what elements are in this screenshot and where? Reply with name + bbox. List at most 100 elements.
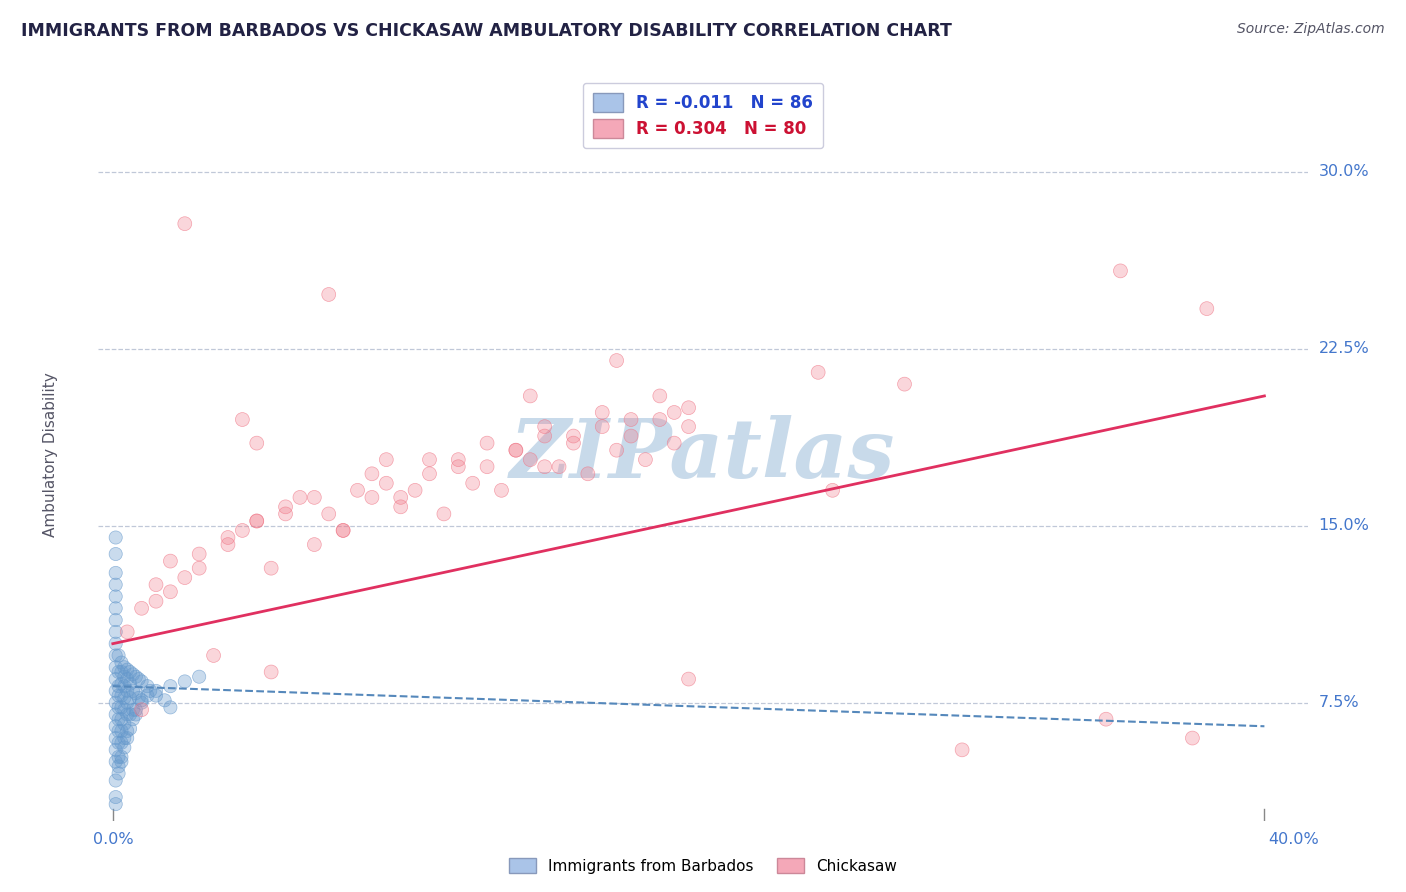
Point xyxy=(389,491,412,505)
Point xyxy=(110,750,132,764)
Point xyxy=(288,491,311,505)
Point xyxy=(389,500,412,514)
Point xyxy=(104,624,127,639)
Point xyxy=(678,419,700,434)
Point xyxy=(110,712,132,726)
Point xyxy=(519,389,541,403)
Point xyxy=(104,743,127,757)
Point xyxy=(107,700,129,714)
Point xyxy=(104,613,127,627)
Point xyxy=(361,467,384,481)
Point xyxy=(122,712,145,726)
Point xyxy=(107,679,129,693)
Point xyxy=(104,660,127,674)
Point xyxy=(447,452,470,467)
Point xyxy=(606,443,628,458)
Point xyxy=(104,672,127,686)
Point xyxy=(491,483,513,498)
Point xyxy=(648,389,671,403)
Point xyxy=(433,507,456,521)
Point xyxy=(131,674,153,689)
Point xyxy=(107,648,129,663)
Point xyxy=(104,613,127,627)
Point xyxy=(136,679,159,693)
Point xyxy=(304,491,326,505)
Point xyxy=(159,554,181,568)
Point xyxy=(136,689,159,703)
Point xyxy=(104,743,127,757)
Point xyxy=(104,790,127,805)
Point xyxy=(159,679,181,693)
Point xyxy=(107,723,129,738)
Text: Source: ZipAtlas.com: Source: ZipAtlas.com xyxy=(1237,22,1385,37)
Point xyxy=(664,405,686,419)
Point xyxy=(246,514,269,528)
Point xyxy=(404,483,426,498)
Point xyxy=(505,443,527,458)
Point xyxy=(664,436,686,450)
Point xyxy=(115,684,138,698)
Point xyxy=(104,731,127,745)
Point xyxy=(159,554,181,568)
Point xyxy=(112,670,135,684)
Point xyxy=(107,712,129,726)
Point xyxy=(125,670,148,684)
Point xyxy=(128,690,150,705)
Point xyxy=(274,507,297,521)
Point xyxy=(361,467,384,481)
Point xyxy=(107,759,129,773)
Point xyxy=(620,429,643,443)
Text: 15.0%: 15.0% xyxy=(1319,518,1369,533)
Point xyxy=(104,773,127,788)
Point xyxy=(260,665,283,679)
Point xyxy=(231,524,253,538)
Point xyxy=(110,736,132,750)
Point xyxy=(447,452,470,467)
Point xyxy=(110,750,132,764)
Point xyxy=(950,743,973,757)
Point xyxy=(107,665,129,679)
Point xyxy=(125,670,148,684)
Point xyxy=(104,577,127,591)
Point xyxy=(115,731,138,745)
Point xyxy=(120,707,142,722)
Point xyxy=(1181,731,1204,745)
Point xyxy=(115,707,138,722)
Point xyxy=(475,436,498,450)
Point xyxy=(110,665,132,679)
Point xyxy=(112,717,135,731)
Point xyxy=(332,524,354,538)
Point xyxy=(104,797,127,811)
Point xyxy=(110,700,132,714)
Point xyxy=(115,696,138,710)
Point xyxy=(107,665,129,679)
Point xyxy=(107,689,129,703)
Point xyxy=(128,672,150,686)
Point xyxy=(188,547,211,561)
Point xyxy=(505,443,527,458)
Point xyxy=(678,401,700,415)
Point xyxy=(131,696,153,710)
Point xyxy=(678,401,700,415)
Point xyxy=(418,452,440,467)
Point xyxy=(104,566,127,580)
Point xyxy=(125,686,148,700)
Point xyxy=(648,389,671,403)
Point xyxy=(112,703,135,717)
Point xyxy=(274,507,297,521)
Point xyxy=(115,672,138,686)
Point xyxy=(288,491,311,505)
Point xyxy=(533,459,555,474)
Point xyxy=(304,538,326,552)
Point xyxy=(274,500,297,514)
Point xyxy=(107,712,129,726)
Text: ZIPatlas: ZIPatlas xyxy=(510,415,896,495)
Point xyxy=(131,693,153,707)
Point xyxy=(231,412,253,426)
Point xyxy=(125,703,148,717)
Point xyxy=(562,436,585,450)
Point xyxy=(159,700,181,714)
Point xyxy=(104,601,127,615)
Point xyxy=(112,740,135,755)
Point xyxy=(678,672,700,686)
